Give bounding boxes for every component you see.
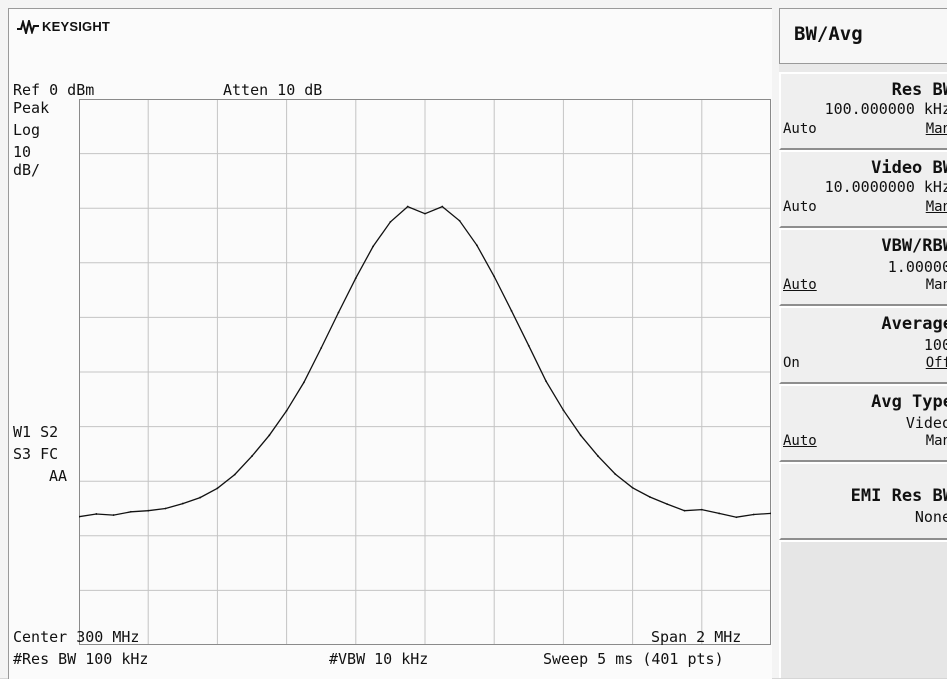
softkey-label: Res BW	[891, 80, 947, 100]
softkey-value: 1.00000	[887, 258, 947, 276]
resolution-bandwidth: #Res BW 100 kHz	[13, 650, 149, 668]
trace-status-2: S3 FC	[13, 445, 59, 463]
brand-name: KEYSIGHT	[42, 19, 111, 34]
average-softkey[interactable]: Average 100 On Off	[779, 306, 947, 384]
emi-res-bw-softkey[interactable]: EMI Res BW None	[779, 462, 947, 540]
softkey-label: VBW/RBW	[881, 236, 947, 256]
scale-unit: dB/	[13, 161, 41, 179]
display-area: KEYSIGHT Ref 0 dBm Atten 10 dB Peak Log …	[8, 8, 772, 679]
softkey-option-on: On	[783, 355, 800, 371]
spectrum-trace	[79, 205, 771, 518]
brand-logo: KEYSIGHT	[17, 19, 110, 34]
softkey-option-auto: Auto	[783, 433, 817, 449]
softkey-option-auto: Auto	[783, 121, 817, 137]
softkey-option-auto: Auto	[783, 277, 817, 293]
menu-title: BW/Avg	[779, 8, 947, 64]
softkey-label: Average	[881, 314, 947, 334]
center-frequency: Center 300 MHz	[13, 628, 140, 646]
video-bandwidth: #VBW 10 kHz	[329, 650, 429, 668]
softkey-value: 100.000000 kHz	[824, 100, 947, 118]
scale-type: Log	[13, 121, 41, 139]
softkey-option-man: Man	[925, 433, 947, 449]
reference-level: Ref 0 dBm	[13, 81, 95, 99]
spectrum-plot	[79, 99, 771, 645]
softkey-menu: BW/Avg Res BW 100.000000 kHz Auto Man Vi…	[779, 8, 947, 678]
video-bw-softkey[interactable]: Video BW 10.0000000 kHz Auto Man	[779, 150, 947, 228]
softkey-option-man: Man	[925, 277, 947, 293]
softkey-option-man: Man	[925, 199, 947, 215]
softkey-value: 100	[923, 336, 947, 354]
blank-softkey[interactable]	[779, 540, 947, 678]
span: Span 2 MHz	[651, 628, 742, 646]
vbw-rbw-softkey[interactable]: VBW/RBW 1.00000 Auto Man	[779, 228, 947, 306]
softkey-option-off: Off	[925, 355, 947, 371]
avg-type-softkey[interactable]: Avg Type Video Auto Man	[779, 384, 947, 462]
trace-status-1: W1 S2	[13, 423, 59, 441]
softkey-option-auto: Auto	[783, 199, 817, 215]
softkey-value: None	[914, 508, 947, 526]
keysight-wave-icon	[17, 19, 39, 34]
softkey-value: Video	[905, 414, 947, 432]
trace-status-3: AA	[49, 467, 68, 485]
plot-grid	[79, 99, 771, 645]
res-bw-softkey[interactable]: Res BW 100.000000 kHz Auto Man	[779, 72, 947, 150]
attenuation: Atten 10 dB	[223, 81, 323, 99]
softkey-label: Video BW	[871, 158, 947, 178]
softkey-label: Avg Type	[871, 392, 947, 412]
sweep-time: Sweep 5 ms (401 pts)	[543, 650, 724, 668]
scale-value: 10	[13, 143, 32, 161]
detector-mode: Peak	[13, 99, 50, 117]
softkey-option-man: Man	[925, 121, 947, 137]
softkey-value: 10.0000000 kHz	[824, 178, 947, 196]
plot-frame	[79, 99, 771, 645]
softkey-label: EMI Res BW	[850, 486, 947, 506]
